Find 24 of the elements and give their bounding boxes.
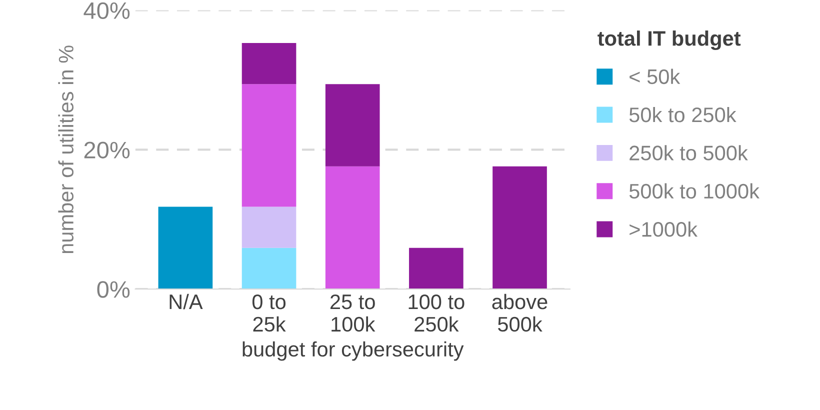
x-tick-label: 25 to 100k [330,294,376,332]
legend-label: 250k to 500k [630,145,748,160]
bar [242,248,296,290]
x-tick-label: N/A [170,294,203,310]
x-tick-label: above 500k [492,294,548,332]
bar [242,43,296,84]
y-axis-title: number of utilities in % [58,46,74,254]
legend-label: >1000k [630,221,698,237]
bar [242,206,296,248]
bar [325,166,380,290]
y-tick-label: 40% [84,2,130,20]
bar [492,166,547,290]
x-axis-title: budget for cybersecurity [242,341,464,361]
y-tick-label: 20% [84,142,130,158]
x-tick-label: 100 to 250k [408,294,464,332]
y-tick-label: 0% [97,281,130,298]
legend-label: 500k to 1000k [629,183,760,199]
legend-label: 50k to 250k [629,106,736,122]
bar [409,248,464,290]
legend-title: total IT budget [598,30,741,50]
bar [158,206,213,290]
bar [325,84,380,166]
bar [242,84,296,207]
legend-label: < 50k [630,68,680,84]
